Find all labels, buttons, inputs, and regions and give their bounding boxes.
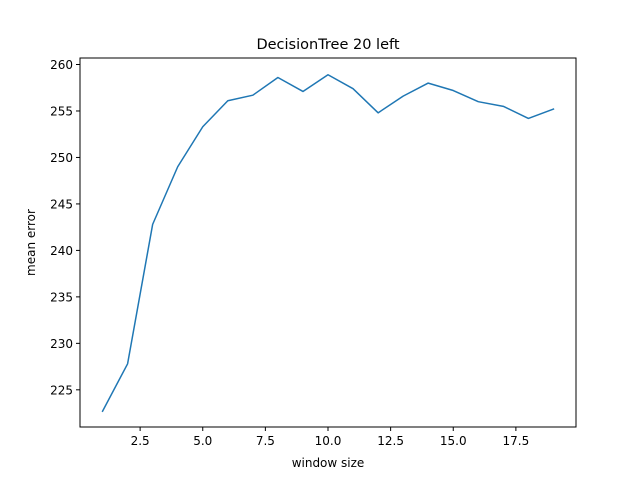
x-tick-label: 17.5 (503, 434, 530, 448)
x-tick-label: 2.5 (131, 434, 150, 448)
chart-title: DecisionTree 20 left (256, 37, 399, 53)
x-tick-label: 12.5 (377, 434, 404, 448)
y-tick-label: 255 (50, 104, 73, 118)
y-tick-label: 260 (50, 58, 73, 72)
plot-frame (79, 57, 577, 428)
series-line-0 (101, 73, 555, 413)
y-tick-label: 240 (50, 244, 73, 258)
y-tick-label: 230 (50, 337, 73, 351)
series-layer (101, 73, 555, 413)
y-tick-label: 250 (50, 151, 73, 165)
y-tick-label: 245 (50, 197, 73, 211)
x-tick-label: 10.0 (315, 434, 342, 448)
ticks-layer: 2.5 5.0 7.5 10.0 12.5 15.0 17.5 225 230 235 240 245… (50, 58, 529, 448)
x-tick-label: 5.0 (193, 434, 212, 448)
y-axis-label: mean error (24, 209, 38, 276)
y-tick-label: 235 (50, 290, 73, 304)
x-axis-label: window size (292, 456, 365, 470)
x-tick-label: 7.5 (256, 434, 275, 448)
y-tick-label: 225 (50, 383, 73, 397)
x-tick-label: 15.0 (440, 434, 467, 448)
